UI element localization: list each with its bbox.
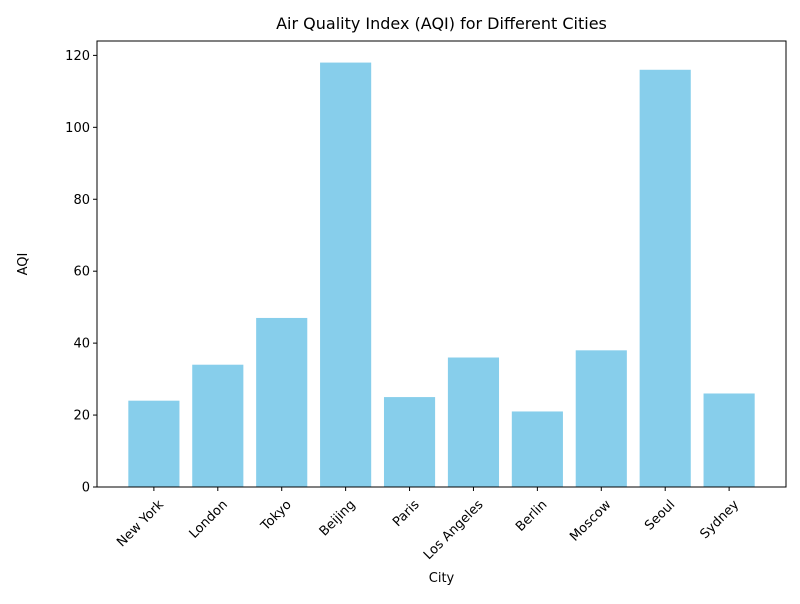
x-tick-label: Sydney xyxy=(698,497,743,542)
x-tick-label: Paris xyxy=(390,497,423,530)
y-tick-label: 0 xyxy=(82,481,90,496)
chart-title: Air Quality Index (AQI) for Different Ci… xyxy=(276,14,607,33)
x-tick-label: Seoul xyxy=(642,497,678,533)
x-tick-label: Berlin xyxy=(513,497,550,534)
bar-berlin xyxy=(511,411,563,487)
bar-moscow xyxy=(575,350,627,487)
x-tick-label: London xyxy=(187,497,231,541)
bars-group xyxy=(128,62,755,487)
x-tick-label: Los Angeles xyxy=(421,497,487,563)
plot-area-frame xyxy=(96,40,787,488)
bar-seoul xyxy=(639,69,691,487)
bar-beijing xyxy=(320,62,372,487)
y-tick-label: 40 xyxy=(73,337,90,352)
x-tick-label: Moscow xyxy=(567,497,614,544)
x-axis-label: City xyxy=(429,571,455,586)
y-tick-label: 120 xyxy=(65,49,90,64)
bar-new-york xyxy=(128,400,180,487)
x-tick-label: New York xyxy=(114,497,167,550)
bar-los-angeles xyxy=(447,357,500,487)
bar-sydney xyxy=(703,393,755,487)
bar-tokyo xyxy=(256,317,308,487)
y-tick-label: 100 xyxy=(65,121,90,136)
y-tick-label: 80 xyxy=(73,193,90,208)
bar-paris xyxy=(383,397,436,487)
y-axis-ticks: 0 20 40 60 80 100 120 xyxy=(65,49,97,496)
x-tick-label: Tokyo xyxy=(258,497,295,534)
x-tick-label: Beijing xyxy=(317,497,359,539)
bar-london xyxy=(192,364,244,487)
y-axis-label: AQI xyxy=(16,253,31,276)
y-tick-label: 20 xyxy=(73,409,90,424)
y-tick-label: 60 xyxy=(73,265,90,280)
